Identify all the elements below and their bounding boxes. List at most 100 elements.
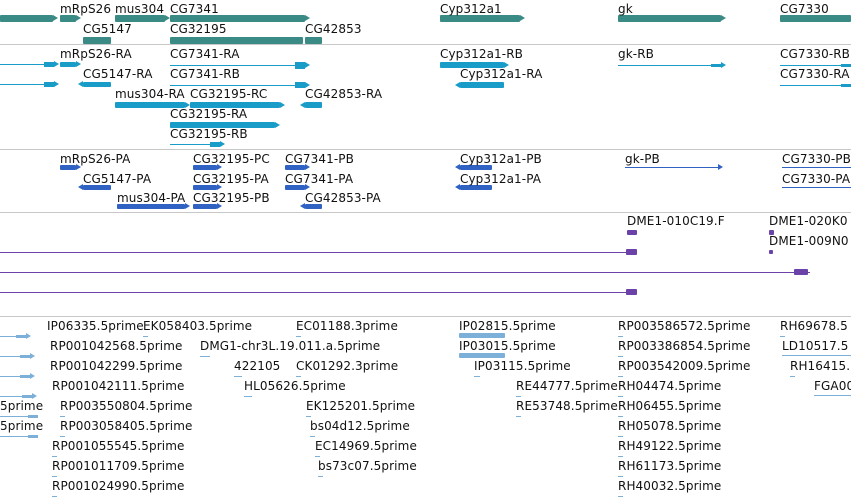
ests-feature[interactable]: [296, 335, 301, 338]
ests-feature[interactable]: [143, 335, 148, 338]
proteins-feature[interactable]: [455, 184, 492, 190]
proteins-feature[interactable]: [60, 164, 81, 170]
ests-feature[interactable]: [0, 373, 35, 379]
ests-feature[interactable]: [474, 375, 480, 378]
ests-feature[interactable]: [0, 353, 35, 359]
transcripts-feature[interactable]: [455, 82, 504, 88]
proteins-feature[interactable]: [782, 167, 851, 168]
ests-feature[interactable]: [244, 395, 252, 398]
clones-feature[interactable]: [794, 269, 808, 275]
ests-feature[interactable]: [814, 395, 851, 396]
proteins-feature[interactable]: [455, 164, 492, 170]
proteins-feature[interactable]: [193, 203, 222, 209]
clones-feature[interactable]: [769, 250, 773, 254]
ests-feature[interactable]: [618, 415, 623, 418]
proteins-feature[interactable]: [300, 203, 322, 209]
ests-feature[interactable]: [60, 435, 65, 438]
proteins-feature[interactable]: [285, 184, 310, 190]
ests-feature[interactable]: [782, 355, 851, 356]
proteins-feature[interactable]: [78, 184, 111, 190]
transcripts-feature[interactable]: [170, 82, 310, 88]
strand-arrow-icon: [76, 164, 81, 170]
proteins-label: CG32195-PC: [193, 152, 270, 166]
proteins-feature[interactable]: [782, 187, 851, 188]
gene-span-feature[interactable]: [305, 37, 322, 44]
transcripts-feature[interactable]: [190, 102, 285, 108]
ests-feature[interactable]: [618, 335, 623, 338]
ests-label: RP001055545.5prime: [52, 439, 185, 453]
ests-feature[interactable]: [618, 355, 623, 358]
ests-feature[interactable]: [780, 335, 785, 338]
clones-feature[interactable]: [0, 252, 637, 253]
ests-feature[interactable]: [310, 435, 315, 438]
ests-feature[interactable]: [790, 375, 795, 378]
transcripts-feature[interactable]: [618, 62, 726, 68]
transcripts-feature[interactable]: [0, 61, 59, 67]
ests-feature[interactable]: [52, 495, 57, 498]
clones-feature[interactable]: [626, 289, 637, 295]
transcripts-feature[interactable]: [780, 84, 851, 87]
transcripts-feature[interactable]: [60, 61, 81, 67]
ests-feature[interactable]: [0, 333, 31, 339]
ests-feature[interactable]: [60, 415, 65, 418]
ests-feature[interactable]: [459, 353, 505, 358]
clones-feature[interactable]: [769, 230, 774, 235]
ests-feature[interactable]: [516, 395, 521, 398]
ests-feature[interactable]: [459, 333, 505, 338]
ests-feature[interactable]: [618, 475, 623, 478]
transcripts-feature[interactable]: [170, 122, 280, 128]
strand-arrow-icon: [718, 164, 723, 170]
gene-span-feature[interactable]: [170, 15, 310, 22]
ests-feature[interactable]: [0, 435, 38, 438]
ests-feature[interactable]: [306, 415, 311, 418]
strand-arrow-icon: [78, 184, 83, 190]
clones-feature[interactable]: [626, 249, 637, 255]
ests-feature[interactable]: [618, 495, 623, 498]
ests-feature[interactable]: [234, 375, 242, 378]
ests-feature[interactable]: [618, 375, 623, 378]
ests-feature[interactable]: [52, 455, 57, 458]
ests-label: IP03015.5prime: [459, 339, 556, 353]
proteins-feature[interactable]: [193, 164, 222, 170]
ests-feature[interactable]: [200, 355, 210, 358]
clones-feature[interactable]: [627, 230, 637, 235]
ests-feature[interactable]: [296, 375, 301, 378]
transcripts-feature[interactable]: [78, 81, 111, 87]
gene-span-feature[interactable]: [60, 15, 81, 22]
ests-feature[interactable]: [0, 393, 37, 399]
ests-feature[interactable]: [315, 455, 320, 458]
transcripts-feature[interactable]: [115, 102, 190, 108]
proteins-feature[interactable]: [625, 164, 723, 170]
gene-span-feature[interactable]: [83, 37, 111, 44]
transcripts-feature[interactable]: [300, 102, 322, 108]
clones-feature[interactable]: [0, 292, 637, 293]
gene-span-feature[interactable]: [0, 15, 58, 22]
ests-feature[interactable]: [618, 395, 623, 398]
ests-label: LD10517.5: [782, 339, 849, 353]
transcripts-label: CG7330-RB: [780, 47, 851, 61]
clones-feature[interactable]: [0, 272, 810, 273]
strand-arrow-icon: [217, 203, 222, 209]
proteins-feature[interactable]: [285, 164, 310, 170]
proteins-feature[interactable]: [117, 203, 190, 209]
gene-span-feature[interactable]: [170, 37, 303, 44]
transcripts-feature[interactable]: [0, 81, 59, 87]
ests-feature[interactable]: [0, 415, 38, 418]
transcripts-feature[interactable]: [170, 62, 310, 69]
transcripts-feature[interactable]: [170, 141, 225, 147]
gene-span-feature[interactable]: [115, 15, 170, 22]
ests-feature[interactable]: [516, 415, 521, 418]
ests-feature[interactable]: [618, 435, 623, 438]
transcripts-feature[interactable]: [440, 62, 509, 68]
transcripts-feature[interactable]: [780, 64, 851, 67]
ests-feature[interactable]: [318, 475, 323, 478]
gene-span-feature[interactable]: [780, 15, 851, 22]
ests-feature[interactable]: [618, 455, 623, 458]
ests-feature[interactable]: [52, 475, 57, 478]
gene-span-feature[interactable]: [440, 15, 525, 22]
gene-span-feature[interactable]: [618, 15, 726, 22]
proteins-feature[interactable]: [193, 184, 222, 190]
strand-arrow-icon: [217, 184, 222, 190]
strand-arrow-icon: [185, 203, 190, 209]
